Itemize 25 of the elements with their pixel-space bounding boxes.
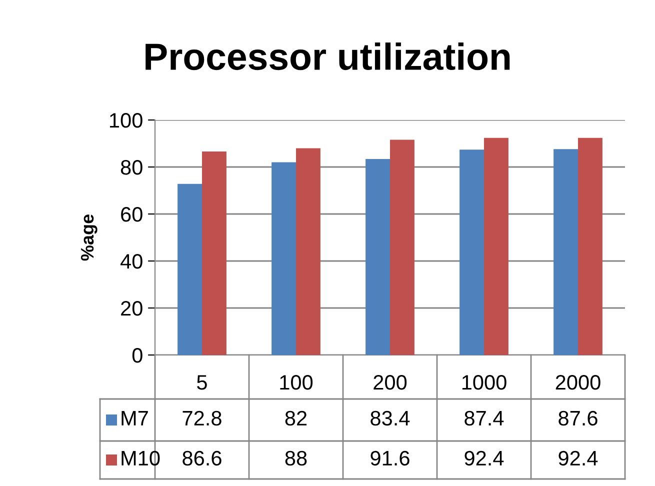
y-tick-label: 60 xyxy=(121,207,142,222)
data-label: 72.8 xyxy=(182,410,222,426)
y-tick-label: 100 xyxy=(110,113,142,128)
data-label: 86.6 xyxy=(182,450,222,466)
data-label: 87.6 xyxy=(558,410,598,426)
y-tick-label: 0 xyxy=(132,348,142,363)
y-tick-label: 20 xyxy=(121,301,142,316)
data-label: 92.4 xyxy=(558,450,598,466)
x-tick-label: 200 xyxy=(374,374,407,390)
chart-title: Processor utilization xyxy=(146,42,510,70)
x-tick-label: 5 xyxy=(197,375,207,390)
y-tick-label: 40 xyxy=(120,254,142,269)
x-tick-label: 100 xyxy=(280,374,313,390)
data-label: 92.4 xyxy=(464,450,504,466)
data-label: 87.4 xyxy=(464,410,504,426)
legend-label: M7 xyxy=(122,411,148,426)
x-tick-label: 2000 xyxy=(556,374,600,390)
data-label: 91.6 xyxy=(370,450,410,466)
legend-label: M10 xyxy=(122,450,160,466)
y-axis-title: %age xyxy=(80,214,98,261)
y-tick-label: 80 xyxy=(120,160,142,175)
x-tick-label: 1000 xyxy=(462,374,506,390)
data-label: 88 xyxy=(285,450,307,466)
data-label: 82 xyxy=(285,410,307,426)
data-label: 83.4 xyxy=(370,410,410,426)
